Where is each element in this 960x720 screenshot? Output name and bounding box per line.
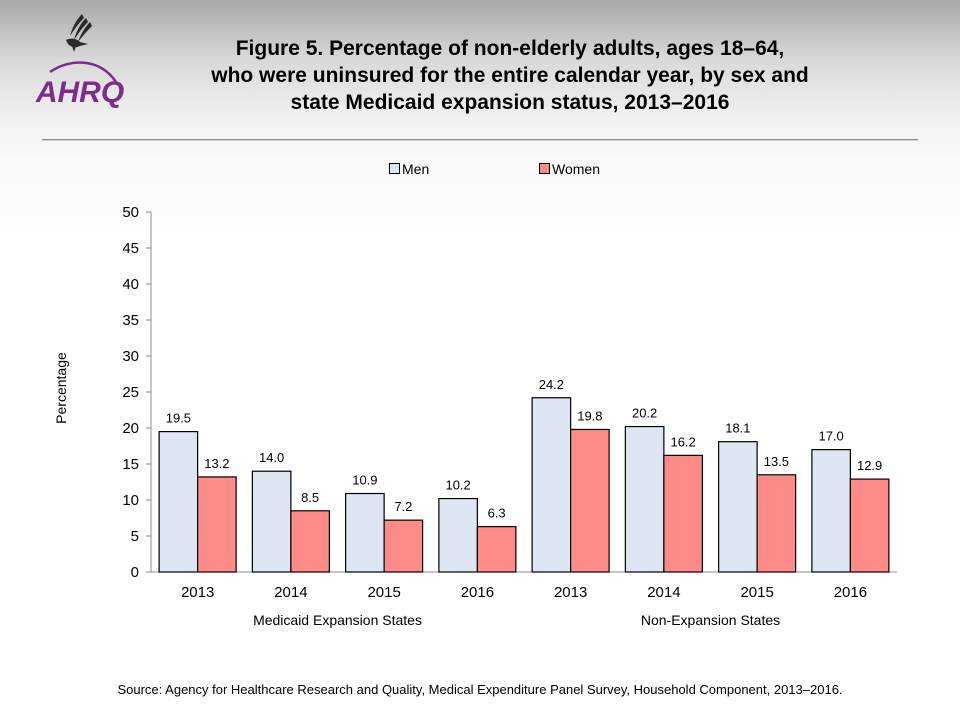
bar-men xyxy=(158,431,199,573)
x-tick-label: 2014 xyxy=(647,584,680,601)
y-tick-label: 0 xyxy=(131,564,139,581)
group-label: Non-Expansion States xyxy=(641,612,780,628)
data-label-women: 16.2 xyxy=(670,434,695,449)
y-tick-label: 50 xyxy=(122,204,139,221)
bar-women xyxy=(476,526,517,573)
data-label-men: 14.0 xyxy=(259,450,284,465)
bar-men xyxy=(345,492,385,573)
bar-women xyxy=(290,510,330,573)
bar-men xyxy=(251,470,292,573)
data-label-men: 10.2 xyxy=(445,478,470,493)
bar-men xyxy=(624,425,665,573)
legend-item-men: Men xyxy=(389,161,429,177)
bar-women xyxy=(663,454,703,573)
x-tick-label: 2014 xyxy=(274,584,307,601)
y-tick-label: 15 xyxy=(122,456,139,473)
bar-women xyxy=(756,474,797,573)
legend-label-men: Men xyxy=(402,161,430,177)
source-note: Source: Agency for Healthcare Research a… xyxy=(117,682,843,697)
bar-men xyxy=(718,441,758,573)
bar-men xyxy=(438,497,478,573)
data-label-men: 19.5 xyxy=(166,411,191,426)
x-tick-label: 2015 xyxy=(367,584,400,601)
data-label-men: 18.1 xyxy=(725,421,750,436)
y-tick-label: 35 xyxy=(122,312,139,329)
legend-label-women: Women xyxy=(552,161,600,177)
title-line-2: who were uninsured for the entire calend… xyxy=(211,64,809,87)
data-label-women: 12.9 xyxy=(857,458,882,473)
y-axis-title: Percentage xyxy=(53,352,69,424)
data-label-men: 24.2 xyxy=(539,377,564,392)
title-line-3: state Medicaid expansion status, 2013–20… xyxy=(290,91,730,114)
data-label-women: 7.2 xyxy=(394,499,412,514)
bar-women xyxy=(570,428,610,573)
data-label-men: 10.9 xyxy=(352,473,377,488)
x-tick-label: 2015 xyxy=(740,584,773,601)
data-label-women: 6.3 xyxy=(488,506,506,521)
title-line-1: Figure 5. Percentage of non-elderly adul… xyxy=(235,37,785,60)
data-label-women: 8.5 xyxy=(301,490,319,505)
y-tick-label: 45 xyxy=(122,240,139,257)
y-tick-label: 10 xyxy=(122,492,139,509)
header-divider xyxy=(42,139,918,141)
hhs-eagle-icon xyxy=(66,14,92,52)
data-label-men: 17.0 xyxy=(818,429,843,444)
x-tick-label: 2016 xyxy=(834,584,867,601)
bar-women xyxy=(197,476,237,573)
x-tick-label: 2013 xyxy=(181,584,214,601)
group-label: Medicaid Expansion States xyxy=(253,612,422,628)
legend-swatch-women xyxy=(539,163,550,174)
ahrq-logo: AHRQ xyxy=(35,14,124,109)
logo-text: AHRQ xyxy=(35,76,124,109)
y-tick-label: 40 xyxy=(122,276,139,293)
y-tick-label: 25 xyxy=(122,384,139,401)
data-label-women: 13.5 xyxy=(764,454,789,469)
y-tick-label: 30 xyxy=(122,348,139,365)
y-tick-label: 5 xyxy=(131,528,139,545)
x-tick-label: 2016 xyxy=(461,584,494,601)
bar-women xyxy=(383,519,424,573)
legend-item-women: Women xyxy=(539,161,600,177)
data-label-women: 19.8 xyxy=(577,408,602,423)
x-tick-label: 2013 xyxy=(554,584,587,601)
bar-men xyxy=(811,449,851,573)
chart-title: Figure 5. Percentage of non-elderly adul… xyxy=(140,35,880,116)
logo-arc xyxy=(49,61,118,83)
bar-women xyxy=(849,478,890,573)
data-label-men: 20.2 xyxy=(632,406,657,421)
bar-men xyxy=(531,397,572,573)
y-tick-label: 20 xyxy=(122,420,139,437)
data-label-women: 13.2 xyxy=(204,456,229,471)
legend-swatch-men xyxy=(389,163,400,174)
